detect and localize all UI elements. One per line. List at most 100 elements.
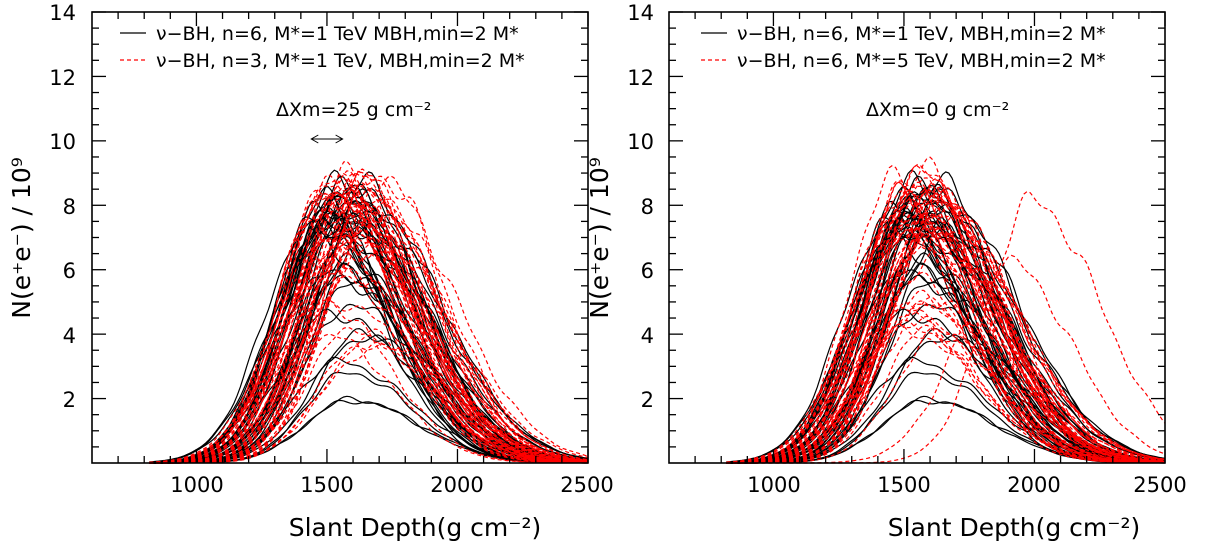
shower-curve — [726, 191, 1166, 464]
shower-curve — [149, 222, 589, 464]
shower-curve — [726, 188, 1166, 464]
right-y-tick-labels: 2 4 6 8 10 12 14 — [627, 1, 654, 412]
shower-curve — [726, 197, 1166, 464]
left-delta-xm-double-arrow — [310, 134, 344, 144]
left-ytick-label-4: 4 — [63, 324, 76, 348]
shower-curve — [726, 175, 1166, 464]
left-y-axis-label: N(e⁺e⁻) / 10⁹ — [7, 157, 36, 319]
left-legend: ν−BH, n=6, M*=1 TeV MBH,min=2 M* ν−BH, n… — [120, 23, 525, 72]
shower-curve — [149, 229, 588, 464]
shower-curve — [149, 211, 589, 464]
shower-curve — [726, 213, 1166, 464]
shower-curve — [149, 172, 589, 464]
right-legend-entry-1: ν−BH, n=6, M*=1 TeV, MBH,min=2 M* — [737, 23, 1106, 45]
right-ytick-label-14: 14 — [627, 1, 654, 25]
right-ytick-label-4: 4 — [641, 324, 654, 348]
left-panel: 2 4 6 8 10 12 14 1000 1500 2000 2500 Sla… — [7, 1, 614, 542]
right-xtick-label-2500: 2500 — [1133, 473, 1186, 497]
right-panel: 2 4 6 8 10 12 14 1000 1500 2000 2500 Sla… — [585, 1, 1187, 542]
right-legend: ν−BH, n=6, M*=1 TeV, MBH,min=2 M* ν−BH, … — [701, 23, 1106, 72]
shower-curve — [726, 323, 1166, 464]
shower-curve — [726, 302, 1166, 464]
shower-curve — [726, 164, 1165, 464]
right-legend-entry-2: ν−BH, n=6, M*=5 TeV, MBH,min=2 M* — [737, 50, 1106, 72]
left-legend-entry-1: ν−BH, n=6, M*=1 TeV MBH,min=2 M* — [156, 23, 519, 45]
shower-curve — [149, 188, 589, 464]
shower-curve — [726, 222, 1166, 464]
right-xtick-label-1500: 1500 — [877, 473, 930, 497]
shower-curve — [726, 187, 1166, 464]
shower-curve — [726, 289, 1166, 464]
shower-curve — [726, 216, 1165, 464]
right-ytick-label-6: 6 — [641, 259, 654, 283]
right-ytick-label-10: 10 — [627, 130, 654, 154]
shower-curve — [726, 180, 1166, 464]
left-y-tick-labels: 2 4 6 8 10 12 14 — [49, 1, 76, 412]
shower-curve — [726, 228, 1165, 464]
arrow-head-left — [310, 134, 319, 144]
left-x-axis-label: Slant Depth(g cm⁻²) — [289, 513, 542, 542]
shower-curve — [149, 216, 588, 464]
left-ytick-label-12: 12 — [49, 66, 76, 90]
right-plot-frame — [668, 11, 1166, 464]
right-shower-curves — [726, 156, 1166, 464]
left-xtick-label-2000: 2000 — [430, 473, 483, 497]
shower-curve — [149, 204, 589, 464]
shower-curve — [726, 181, 1165, 464]
shower-curve — [149, 180, 589, 464]
left-plot-frame — [91, 11, 589, 464]
shower-curve — [726, 186, 1166, 464]
left-ytick-label-2: 2 — [63, 388, 76, 412]
shower-curve — [149, 187, 589, 464]
shower-curve — [149, 227, 588, 464]
shower-curve — [149, 217, 588, 464]
shower-curve — [149, 195, 588, 464]
shower-curve — [726, 177, 1166, 464]
left-ytick-label-8: 8 — [63, 195, 76, 219]
left-xtick-label-1500: 1500 — [300, 473, 353, 497]
shower-curve — [726, 203, 1166, 464]
left-xtick-label-1000: 1000 — [170, 473, 223, 497]
shower-curve — [726, 177, 1166, 464]
shower-curve — [149, 274, 588, 464]
right-ytick-label-12: 12 — [627, 66, 654, 90]
shower-curve — [726, 232, 1166, 464]
left-axis-ticks — [92, 11, 589, 463]
shower-curve — [149, 169, 589, 464]
shower-curve — [149, 203, 589, 464]
shower-curve — [726, 186, 1166, 464]
left-ytick-label-6: 6 — [63, 259, 76, 283]
shower-curve — [726, 296, 1166, 464]
shower-curve — [726, 205, 1166, 464]
left-legend-entry-2: ν−BH, n=3, M*=1 TeV, MBH,min=2 M* — [156, 50, 525, 72]
right-xtick-label-1000: 1000 — [747, 473, 800, 497]
shower-curve — [726, 207, 1166, 464]
shower-curve — [149, 222, 589, 464]
right-ytick-label-8: 8 — [641, 195, 654, 219]
shower-curve — [149, 194, 589, 464]
arrow-head-right — [335, 134, 344, 144]
shower-curve — [726, 305, 1165, 464]
shower-curve — [726, 163, 1166, 464]
left-x-tick-labels: 1000 1500 2000 2500 — [170, 473, 613, 497]
right-xtick-label-2000: 2000 — [1007, 473, 1060, 497]
right-y-axis-label: N(e⁺e⁻) / 10⁹ — [585, 157, 614, 319]
shower-curve — [149, 274, 589, 464]
shower-curve — [149, 192, 589, 464]
right-axis-ticks — [669, 11, 1166, 463]
shower-curve — [149, 219, 588, 464]
left-xtick-label-2500: 2500 — [560, 473, 613, 497]
shower-curve — [149, 245, 589, 464]
right-x-tick-labels: 1000 1500 2000 2500 — [747, 473, 1186, 497]
left-delta-xm-annotation: ΔXm=25 g cm⁻² — [276, 99, 431, 121]
shower-curve — [149, 212, 589, 464]
left-shower-curves — [149, 160, 589, 464]
right-x-axis-label: Slant Depth(g cm⁻²) — [888, 513, 1141, 542]
shower-curve — [149, 333, 588, 464]
shower-curve — [726, 271, 1166, 464]
shower-curve — [726, 224, 1165, 464]
right-ytick-label-2: 2 — [641, 388, 654, 412]
shower-curve — [149, 168, 589, 464]
right-delta-xm-annotation: ΔXm=0 g cm⁻² — [866, 99, 1009, 121]
